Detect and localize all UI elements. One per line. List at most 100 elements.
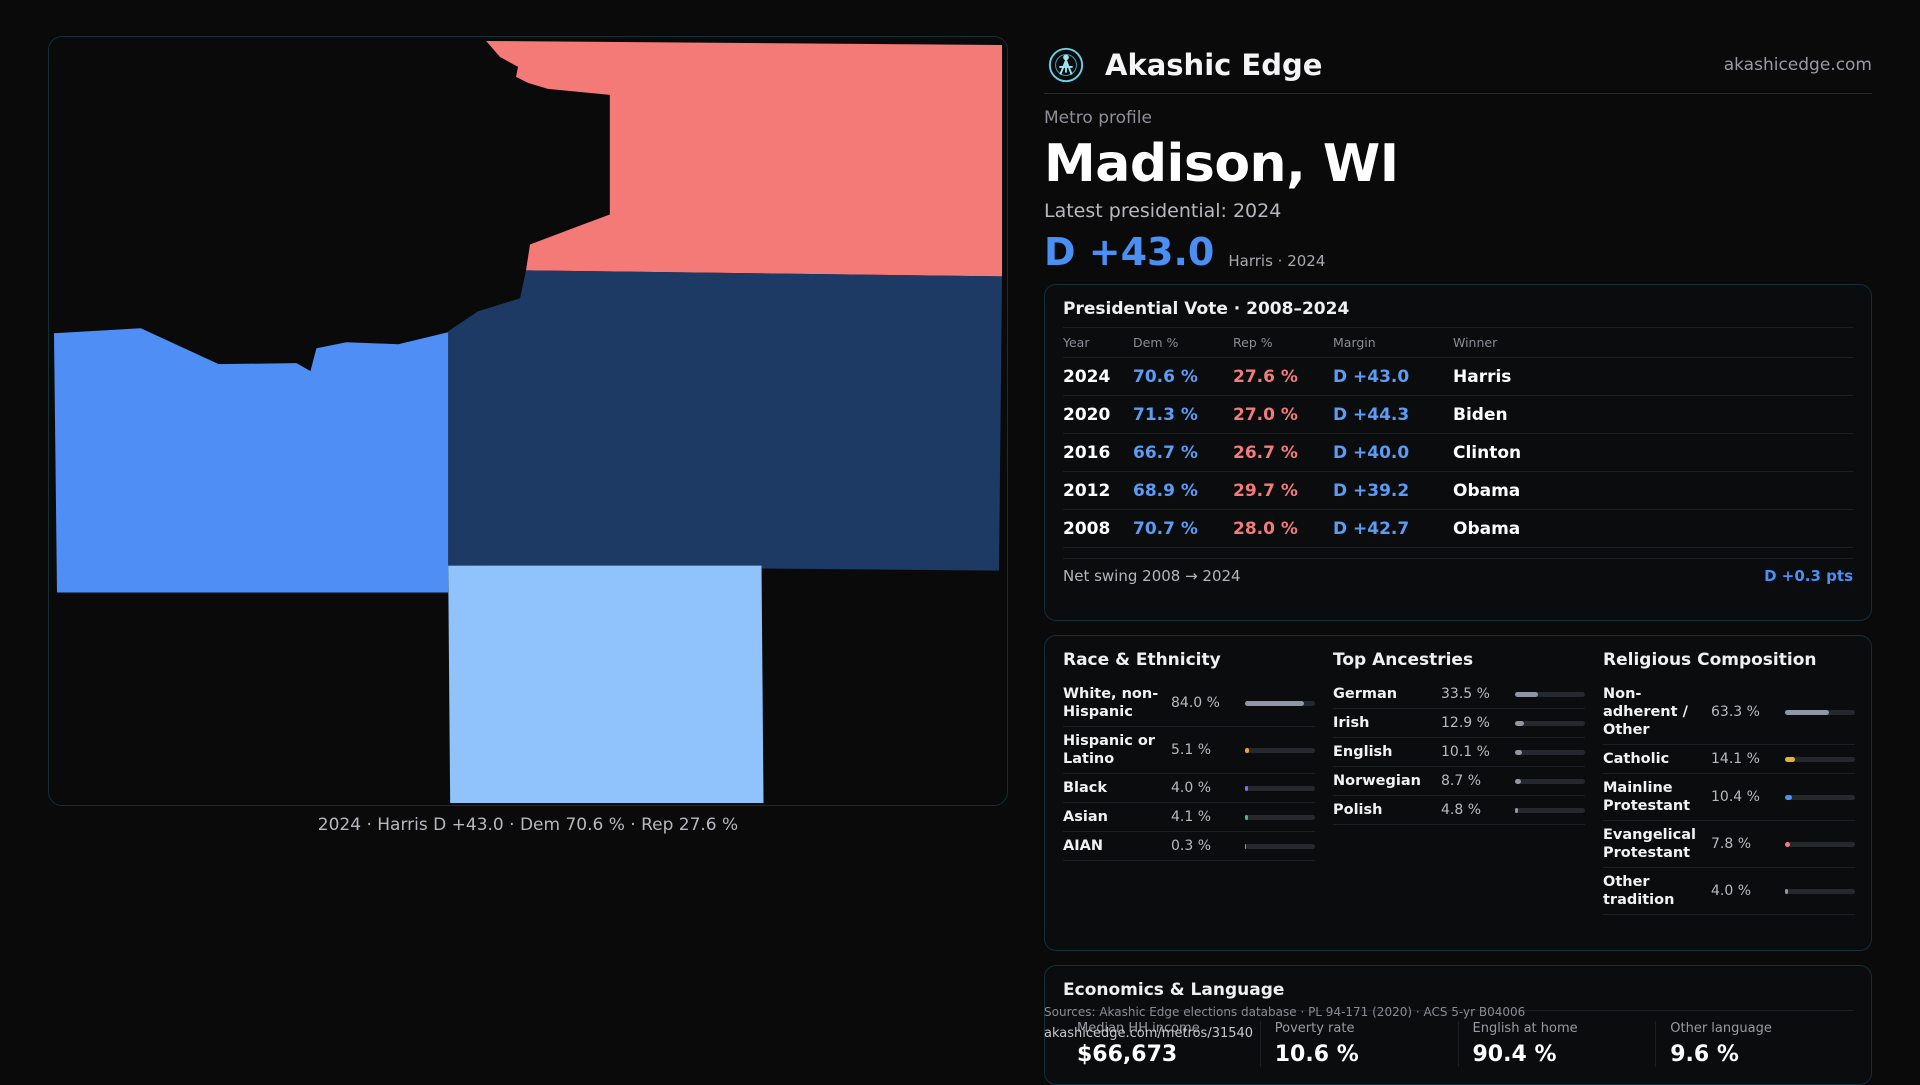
net-swing-value: D +0.3 pts xyxy=(1764,567,1853,585)
vote-row-2020[interactable]: 2020 71.3 % 27.0 % D +44.3 Biden xyxy=(1063,395,1853,434)
vote-year: 2008 xyxy=(1063,509,1133,548)
religion-row: Non-adherent / Other 63.3 % xyxy=(1603,680,1855,745)
ancestry-column: Top Ancestries German 33.5 % Irish 12.9 % En… xyxy=(1333,650,1585,936)
vote-rep-pct: 27.6 % xyxy=(1233,357,1333,396)
county-rep-northeast[interactable] xyxy=(486,40,1003,277)
ancestry-row: English 10.1 % xyxy=(1333,738,1585,767)
latest-election-label: Latest presidential: 2024 xyxy=(1044,200,1282,222)
vote-dem-pct: 70.7 % xyxy=(1133,509,1233,548)
race-row: White, non-Hispanic 84.0 % xyxy=(1063,680,1315,727)
vote-row-2024[interactable]: 2024 70.6 % 27.6 % D +43.0 Harris xyxy=(1063,357,1853,396)
vote-year: 2016 xyxy=(1063,433,1133,472)
race-value: 5.1 % xyxy=(1171,742,1212,758)
net-swing-row: Net swing 2008 → 2024 D +0.3 pts xyxy=(1063,558,1853,585)
vote-margin: D +44.3 xyxy=(1333,395,1453,434)
vote-winner: Obama xyxy=(1453,509,1853,548)
race-label: Asian xyxy=(1063,809,1108,825)
race-row: Asian 4.1 % xyxy=(1063,803,1315,832)
economics-stat-value: 9.6 % xyxy=(1670,1042,1739,1067)
vote-table: Year Dem % Rep % Margin Winner 2024 70.6 … xyxy=(1063,327,1853,548)
race-label: Hispanic or Latino xyxy=(1063,733,1155,767)
economics-stat-label: Median HH income xyxy=(1077,1021,1200,1036)
ancestry-label: English xyxy=(1333,744,1393,760)
ancestry-bar xyxy=(1515,807,1585,813)
vote-row-2008[interactable]: 2008 70.7 % 28.0 % D +42.7 Obama xyxy=(1063,509,1853,548)
map-caption: 2024 · Harris D +43.0 · Dem 70.6 % · Rep… xyxy=(317,815,739,835)
ancestry-bar-fill xyxy=(1515,807,1519,813)
vote-year: 2012 xyxy=(1063,471,1133,510)
brand-url-link[interactable]: akashicedge.com xyxy=(1723,54,1872,75)
kicker-label: Metro profile xyxy=(1044,108,1152,128)
economics-stat: Median HH income $66,673 xyxy=(1063,1021,1260,1067)
race-bar xyxy=(1245,785,1315,791)
footer-url-link[interactable]: akashicedge.com/metros/31540 xyxy=(1044,1026,1254,1041)
brand-name[interactable]: Akashic Edge xyxy=(1105,47,1323,82)
presidential-vote-card: Presidential Vote · 2008–2024 Year Dem %… xyxy=(1044,284,1872,621)
vote-margin: D +42.7 xyxy=(1333,509,1453,548)
economics-stat-value: $66,673 xyxy=(1077,1042,1178,1067)
ancestry-bar-fill xyxy=(1515,778,1522,784)
religion-bar xyxy=(1785,756,1855,762)
vote-margin: D +39.2 xyxy=(1333,471,1453,510)
race-value: 0.3 % xyxy=(1171,838,1212,854)
race-row: Hispanic or Latino 5.1 % xyxy=(1063,727,1315,774)
ancestry-bar xyxy=(1515,778,1585,784)
religion-row: Mainline Protestant 10.4 % xyxy=(1603,774,1855,821)
vote-row-2012[interactable]: 2012 68.9 % 29.7 % D +39.2 Obama xyxy=(1063,471,1853,510)
economics-stat: Poverty rate 10.6 % xyxy=(1259,1021,1458,1067)
ancestry-value: 4.8 % xyxy=(1441,802,1482,818)
vote-rep-pct: 27.0 % xyxy=(1233,395,1333,434)
vote-margin: D +43.0 xyxy=(1333,357,1453,396)
vote-rep-pct: 26.7 % xyxy=(1233,433,1333,472)
religion-column: Religious Composition Non-adherent / Oth… xyxy=(1603,650,1855,936)
vote-year: 2024 xyxy=(1063,357,1133,396)
race-bar xyxy=(1245,814,1315,820)
race-row: AIAN 0.3 % xyxy=(1063,832,1315,861)
ancestry-title: Top Ancestries xyxy=(1333,650,1474,670)
ancestry-label: Irish xyxy=(1333,715,1370,731)
ancestry-row: German 33.5 % xyxy=(1333,680,1585,709)
metro-map[interactable] xyxy=(48,36,1008,806)
religion-bar-fill xyxy=(1785,756,1795,762)
religion-bar-fill xyxy=(1785,888,1788,894)
vote-winner: Clinton xyxy=(1453,433,1853,472)
akashic-logo-icon xyxy=(1048,47,1084,82)
header-dem: Dem % xyxy=(1133,327,1233,358)
header-rep: Rep % xyxy=(1233,327,1333,358)
religion-value: 10.4 % xyxy=(1711,789,1760,805)
vote-dem-pct: 68.9 % xyxy=(1133,471,1233,510)
county-dem-center[interactable] xyxy=(448,270,1003,571)
ancestry-row: Norwegian 8.7 % xyxy=(1333,767,1585,796)
religion-value: 7.8 % xyxy=(1711,836,1752,852)
vote-dem-pct: 70.6 % xyxy=(1133,357,1233,396)
religion-title: Religious Composition xyxy=(1603,650,1817,670)
race-bar-fill xyxy=(1245,700,1304,706)
vote-row-2016[interactable]: 2016 66.7 % 26.7 % D +40.0 Clinton xyxy=(1063,433,1853,472)
religion-bar-fill xyxy=(1785,794,1793,800)
vote-card-title: Presidential Vote · 2008–2024 xyxy=(1063,299,1350,319)
headline-margin: D +43.0 xyxy=(1044,230,1215,274)
ancestry-label: Polish xyxy=(1333,802,1383,818)
ancestry-row: Polish 4.8 % xyxy=(1333,796,1585,825)
vote-winner: Biden xyxy=(1453,395,1853,434)
county-dem-south[interactable] xyxy=(448,565,764,804)
demographics-card: Race & Ethnicity White, non-Hispanic 84.0… xyxy=(1044,635,1872,951)
ancestry-value: 8.7 % xyxy=(1441,773,1482,789)
net-swing-label: Net swing 2008 → 2024 xyxy=(1063,567,1241,585)
race-ethnicity-column: Race & Ethnicity White, non-Hispanic 84.0… xyxy=(1063,650,1315,936)
brand-header: Akashic Edge akashicedge.com xyxy=(1044,36,1872,94)
religion-bar-fill xyxy=(1785,709,1830,715)
vote-margin: D +40.0 xyxy=(1333,433,1453,472)
religion-value: 14.1 % xyxy=(1711,751,1760,767)
race-value: 4.0 % xyxy=(1171,780,1212,796)
race-bar-fill xyxy=(1245,814,1248,820)
race-title: Race & Ethnicity xyxy=(1063,650,1221,670)
economics-stat-label: Other language xyxy=(1670,1021,1772,1036)
race-row: Black 4.0 % xyxy=(1063,774,1315,803)
economics-grid: Median HH income $66,673 Poverty rate 10.6 … xyxy=(1063,1010,1853,1067)
economics-stat-label: Poverty rate xyxy=(1274,1021,1355,1036)
ancestry-label: German xyxy=(1333,686,1398,702)
county-dem-west[interactable] xyxy=(53,328,449,593)
religion-label: Evangelical Protestant xyxy=(1603,827,1696,861)
religion-label: Other tradition xyxy=(1603,874,1675,908)
